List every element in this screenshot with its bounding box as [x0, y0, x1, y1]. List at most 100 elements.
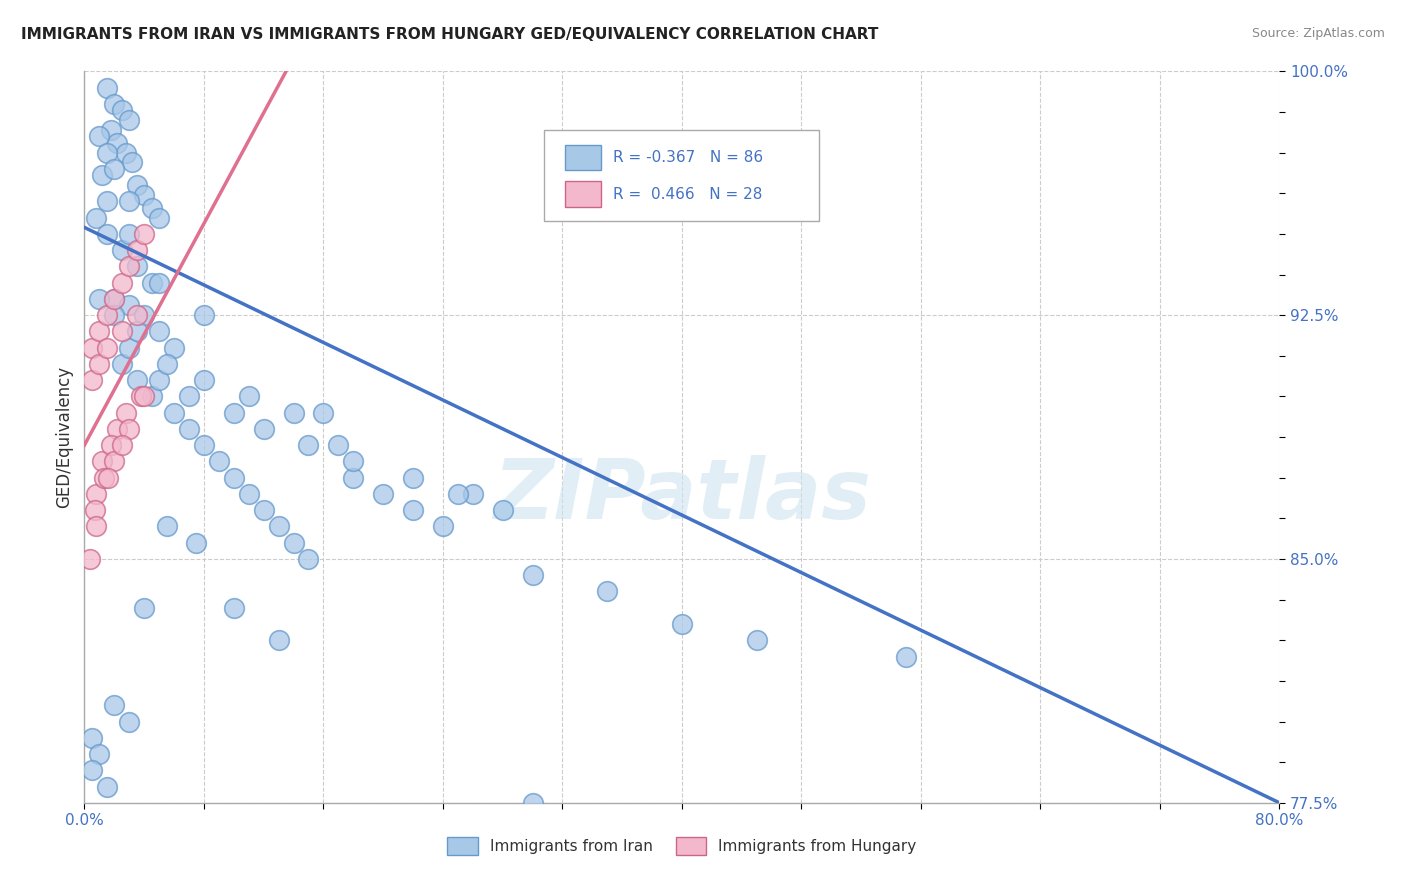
- Point: [155, 519, 177, 533]
- Point: [342, 454, 364, 468]
- Point: [267, 519, 290, 533]
- Point: [96, 780, 118, 794]
- Point: [103, 96, 125, 111]
- Point: [522, 796, 544, 810]
- Point: [118, 422, 141, 436]
- Point: [222, 471, 245, 485]
- Point: [283, 535, 305, 549]
- Point: [125, 243, 148, 257]
- Point: [432, 519, 454, 533]
- Point: [93, 471, 115, 485]
- Point: [141, 201, 163, 215]
- Point: [238, 389, 260, 403]
- Point: [91, 169, 114, 183]
- Point: [86, 211, 108, 225]
- Point: [222, 406, 245, 420]
- Point: [193, 308, 215, 322]
- Point: [125, 325, 148, 339]
- Point: [103, 454, 125, 468]
- Point: [492, 503, 515, 517]
- Point: [447, 487, 470, 501]
- Point: [103, 308, 125, 322]
- Point: [596, 584, 619, 599]
- Point: [118, 714, 141, 729]
- Point: [461, 487, 484, 501]
- Point: [111, 243, 134, 257]
- Point: [132, 308, 156, 322]
- Point: [115, 145, 138, 160]
- Point: [312, 406, 335, 420]
- Point: [118, 227, 141, 241]
- Point: [132, 600, 156, 615]
- Point: [148, 276, 170, 290]
- Point: [103, 161, 125, 176]
- Point: [141, 276, 163, 290]
- Point: [89, 747, 111, 761]
- Point: [155, 357, 177, 371]
- Point: [177, 422, 200, 436]
- Point: [79, 552, 101, 566]
- Point: [253, 422, 276, 436]
- FancyBboxPatch shape: [565, 145, 600, 170]
- Point: [96, 341, 118, 355]
- Point: [118, 113, 141, 128]
- Point: [373, 487, 395, 501]
- Point: [125, 260, 148, 274]
- Legend: Immigrants from Iran, Immigrants from Hungary: Immigrants from Iran, Immigrants from Hu…: [441, 831, 922, 861]
- Text: IMMIGRANTS FROM IRAN VS IMMIGRANTS FROM HUNGARY GED/EQUIVALENCY CORRELATION CHAR: IMMIGRANTS FROM IRAN VS IMMIGRANTS FROM …: [21, 27, 879, 42]
- Point: [193, 438, 215, 452]
- Point: [125, 178, 148, 193]
- Point: [100, 123, 122, 137]
- Point: [193, 373, 215, 387]
- Point: [89, 292, 111, 306]
- Point: [745, 633, 768, 648]
- Point: [96, 308, 118, 322]
- Point: [253, 503, 276, 517]
- Point: [125, 308, 148, 322]
- Point: [80, 341, 103, 355]
- Text: R =  0.466   N = 28: R = 0.466 N = 28: [613, 186, 762, 202]
- Point: [115, 406, 138, 420]
- Point: [89, 325, 111, 339]
- Point: [297, 438, 319, 452]
- Point: [86, 487, 108, 501]
- Point: [297, 552, 319, 566]
- Point: [96, 194, 118, 209]
- Point: [89, 357, 111, 371]
- Point: [80, 373, 103, 387]
- Point: [111, 357, 134, 371]
- Point: [522, 568, 544, 582]
- FancyBboxPatch shape: [565, 181, 600, 207]
- Point: [163, 406, 186, 420]
- Point: [89, 129, 111, 144]
- Point: [894, 649, 917, 664]
- Point: [132, 227, 156, 241]
- Point: [111, 325, 134, 339]
- Point: [328, 438, 350, 452]
- Point: [208, 454, 231, 468]
- Point: [80, 731, 103, 745]
- Point: [141, 389, 163, 403]
- Point: [96, 80, 118, 95]
- Text: Source: ZipAtlas.com: Source: ZipAtlas.com: [1251, 27, 1385, 40]
- Point: [402, 471, 425, 485]
- Point: [111, 103, 134, 118]
- Point: [177, 389, 200, 403]
- Point: [148, 211, 170, 225]
- Point: [80, 764, 103, 778]
- Point: [91, 454, 114, 468]
- Point: [118, 341, 141, 355]
- Point: [103, 292, 125, 306]
- Point: [118, 260, 141, 274]
- Point: [121, 155, 143, 169]
- Point: [342, 471, 364, 485]
- Point: [129, 389, 152, 403]
- Point: [97, 471, 120, 485]
- Text: ZIPatlas: ZIPatlas: [494, 455, 870, 536]
- Point: [118, 298, 141, 312]
- Point: [163, 341, 186, 355]
- FancyBboxPatch shape: [544, 130, 820, 221]
- Point: [118, 194, 141, 209]
- Point: [671, 617, 693, 632]
- Point: [105, 422, 128, 436]
